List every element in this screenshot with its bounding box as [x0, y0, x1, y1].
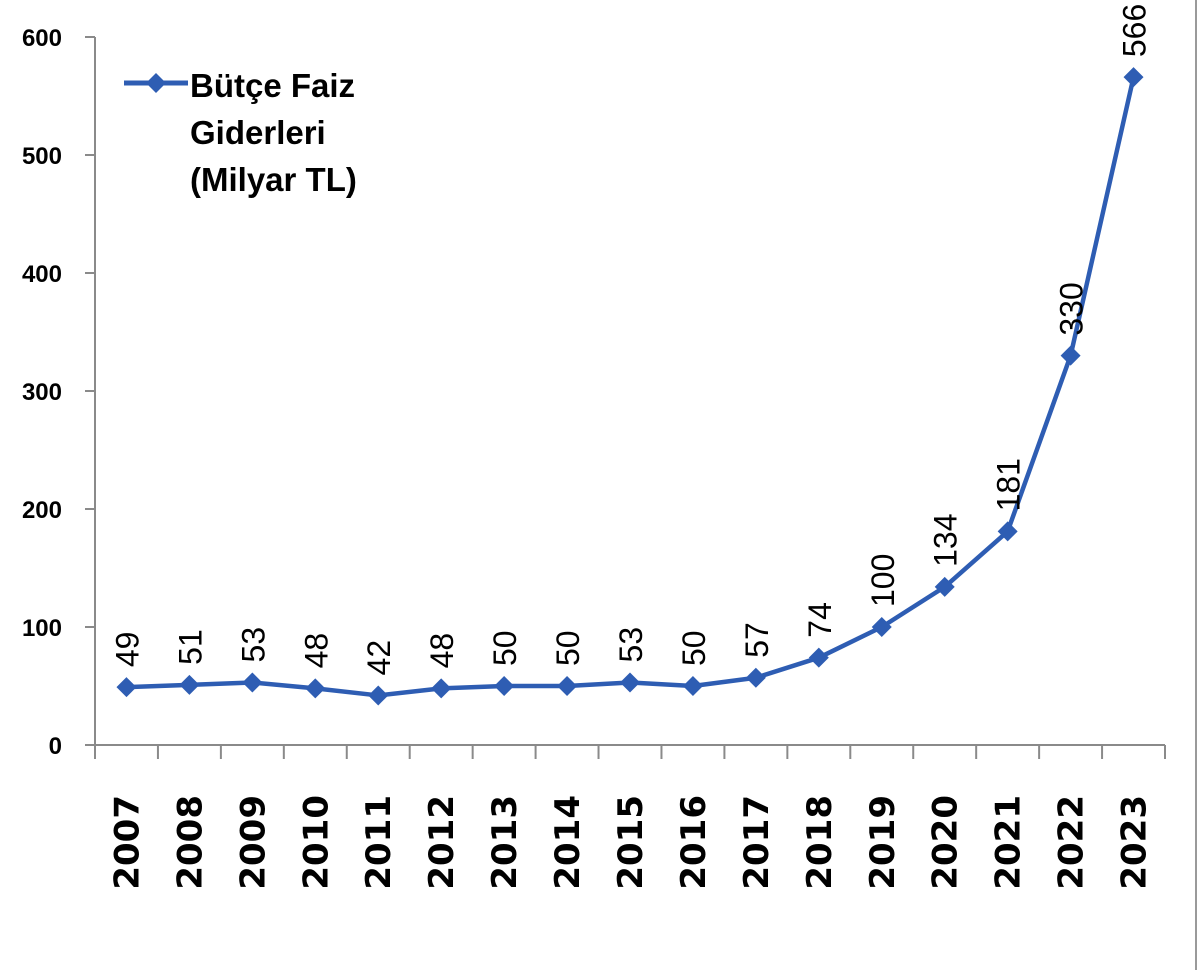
data-label: 48	[424, 633, 460, 669]
series-line	[116, 67, 1144, 706]
data-point-marker	[934, 576, 955, 597]
x-tick-label: 2012	[422, 795, 462, 890]
data-point-marker	[682, 676, 703, 696]
x-tick-label: 2008	[170, 795, 210, 890]
y-tick-label: 400	[22, 261, 62, 288]
data-label: 74	[802, 602, 838, 638]
data-point-marker	[871, 617, 892, 637]
x-tick-label: 2019	[863, 795, 903, 890]
data-point-marker	[620, 672, 640, 693]
data-point-marker	[368, 685, 389, 706]
y-tick-label: 600	[22, 25, 62, 52]
y-tick-label: 300	[22, 379, 62, 406]
data-labels: 49 51 53 48 42 48 50 50 53 50 57 74 100 134 181 330 566	[109, 4, 1152, 676]
data-label: 50	[676, 630, 712, 666]
data-label: 57	[739, 622, 775, 658]
data-point-marker	[242, 672, 263, 693]
data-label: 42	[361, 640, 397, 676]
frame-border	[1195, 0, 1197, 970]
legend-line-3: (Milyar TL)	[190, 161, 357, 198]
legend-label: Bütçe Faiz Giderleri (Milyar TL)	[190, 62, 410, 203]
x-tick-label: 2014	[548, 795, 588, 890]
legend-line-2: Giderleri	[190, 114, 326, 151]
data-label: 100	[865, 554, 901, 607]
data-label: 330	[1054, 282, 1090, 335]
y-tick-label: 200	[22, 497, 62, 524]
data-label: 134	[928, 513, 964, 566]
data-point-marker	[745, 667, 766, 688]
data-point-marker	[305, 678, 326, 699]
x-tick-label: 2010	[296, 795, 336, 890]
data-point-marker	[808, 647, 829, 668]
legend-line-1: Bütçe Faiz	[190, 67, 356, 104]
data-point-marker	[557, 676, 578, 696]
x-tick-label: 2018	[800, 795, 840, 890]
data-point-marker	[494, 676, 515, 696]
data-point-marker	[1123, 67, 1144, 88]
y-tick-label: 500	[22, 143, 62, 170]
y-tick-label: 100	[22, 615, 62, 642]
data-point-marker	[116, 677, 137, 698]
x-tick-label: 2020	[926, 795, 966, 890]
y-tick-label: 0	[49, 733, 62, 760]
x-tick-label: 2015	[611, 795, 651, 890]
x-tick-label: 2021	[989, 795, 1029, 890]
x-tick-label: 2017	[737, 795, 777, 890]
x-tick-label: 2023	[1115, 795, 1155, 890]
data-point-marker	[179, 674, 200, 695]
data-point-marker	[997, 521, 1018, 542]
legend-marker-icon	[122, 68, 190, 98]
y-axis: 0 100 200 300 400 500 600	[22, 25, 96, 760]
data-label: 566	[1117, 4, 1153, 57]
x-tick-label: 2007	[107, 795, 147, 890]
x-tick-label: 2011	[359, 795, 399, 890]
data-label: 49	[109, 632, 145, 668]
legend: Bütçe Faiz Giderleri (Milyar TL)	[122, 62, 410, 203]
x-tick-label: 2013	[485, 795, 525, 890]
data-label: 50	[487, 630, 523, 666]
x-axis: 2007 2008 2009 2010 2011 2012 2013 2014 2015 2016…	[94, 744, 1166, 890]
data-label: 51	[172, 629, 208, 665]
data-label: 50	[550, 630, 586, 666]
data-point-marker	[431, 678, 452, 699]
x-tick-label: 2022	[1052, 795, 1092, 890]
data-label: 53	[235, 627, 271, 663]
x-tick-label: 2009	[233, 795, 273, 890]
data-label: 53	[613, 627, 649, 663]
data-point-marker	[1060, 345, 1081, 366]
x-tick-label: 2016	[674, 795, 714, 890]
data-label: 48	[298, 633, 334, 669]
data-label: 181	[991, 458, 1027, 511]
